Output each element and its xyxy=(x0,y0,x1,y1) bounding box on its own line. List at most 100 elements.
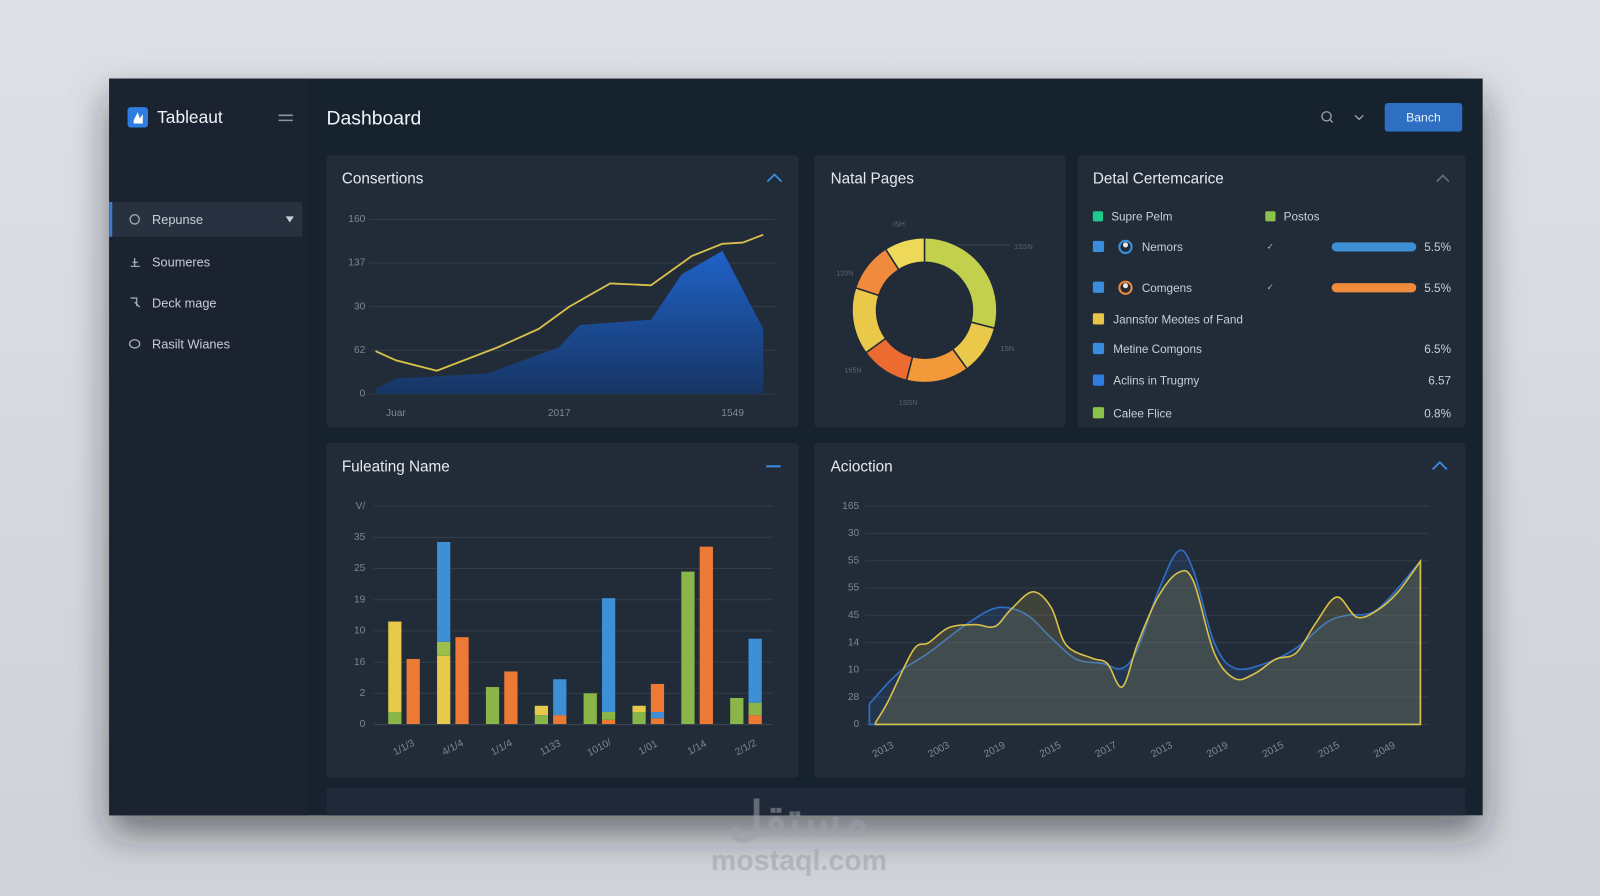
panel-title: Acioction xyxy=(831,458,893,475)
y-tick-label: 10 xyxy=(354,626,366,637)
bar-segment xyxy=(681,571,695,725)
y-tick-label: 10 xyxy=(848,665,860,676)
y-tick-label: 14 xyxy=(848,637,860,648)
bar-segment xyxy=(388,712,402,725)
sidebar-caret[interactable] xyxy=(285,216,294,223)
y-tick-label: 55 xyxy=(848,555,860,566)
bar-segment xyxy=(601,712,616,720)
pie-annotation: 1SSN xyxy=(1014,243,1033,251)
sidebar xyxy=(109,78,309,816)
sidebar-icon xyxy=(129,214,140,225)
action-button[interactable] xyxy=(1384,103,1463,132)
pie-annotation: 165N xyxy=(845,366,862,374)
bar-segment xyxy=(388,621,402,713)
legend-swatch xyxy=(1092,211,1104,222)
bar-segment xyxy=(437,655,451,725)
row-check: ✓ xyxy=(1267,241,1275,251)
bar-segment xyxy=(748,702,762,716)
sidebar-icon xyxy=(128,339,141,349)
legend-label: Postos xyxy=(1284,210,1320,223)
x-tick-label: Juar xyxy=(386,408,406,419)
legend-label: Supre Pelm xyxy=(1111,210,1172,223)
sidebar-active-marker xyxy=(109,202,113,237)
y-tick-label: 19 xyxy=(354,594,366,605)
bar-segment xyxy=(437,541,451,642)
row-value: 5.5% xyxy=(1424,241,1451,254)
bar-segment xyxy=(406,658,420,725)
row-label: Jannsfor Meotes of Fand xyxy=(1113,313,1243,326)
collapse-icon[interactable] xyxy=(1436,174,1450,183)
y-tick-label: 55 xyxy=(848,583,860,594)
y-tick-label: 0 xyxy=(360,719,366,730)
pie-annotation: ISH xyxy=(893,220,905,228)
panel xyxy=(326,442,799,778)
bar-segment xyxy=(504,671,518,725)
bar-segment xyxy=(534,715,549,725)
bar-segment xyxy=(553,715,567,725)
y-tick-label: 16 xyxy=(354,657,366,668)
row-label: Aclins in Trugmy xyxy=(1113,375,1199,388)
panel xyxy=(326,787,1466,816)
bar-segment xyxy=(437,641,451,656)
bar-segment xyxy=(601,598,616,713)
row-swatch xyxy=(1092,342,1105,355)
action-button-label: Banch xyxy=(1406,111,1441,125)
search-icon[interactable] xyxy=(1321,111,1332,122)
legend-swatch xyxy=(1265,211,1276,222)
y-tick-label: 30 xyxy=(354,301,366,312)
watermark: مستقل xyxy=(729,793,869,845)
bar-segment xyxy=(485,687,500,725)
row-bar xyxy=(1331,283,1417,293)
bar-segment xyxy=(748,638,762,703)
y-tick-label: V/ xyxy=(356,501,366,512)
y-tick-label: 25 xyxy=(354,563,366,574)
area xyxy=(874,558,1422,726)
row-label: Calee Flice xyxy=(1113,407,1172,420)
row-icon xyxy=(1118,239,1133,255)
bar-segment xyxy=(553,679,567,716)
row-label: Nemors xyxy=(1142,241,1183,254)
panel xyxy=(1077,155,1466,428)
y-tick-label: 137 xyxy=(348,258,365,269)
y-tick-label: 165 xyxy=(842,501,859,512)
y-tick-label: 0 xyxy=(360,389,366,400)
dropdown-chevron[interactable] xyxy=(1354,114,1364,121)
bar-segment xyxy=(650,712,665,719)
sidebar-item[interactable]: Repunse xyxy=(152,212,203,227)
sidebar-item[interactable]: Deck mage xyxy=(152,295,217,310)
panel-title: Detal Certemcarice xyxy=(1093,171,1224,188)
row-swatch xyxy=(1092,407,1105,419)
row-swatch xyxy=(1092,374,1105,386)
y-tick-label: 2 xyxy=(360,688,366,699)
sidebar-item[interactable]: Rasilt Wianes xyxy=(152,336,230,351)
bar-segment xyxy=(748,715,762,725)
menu-toggle[interactable] xyxy=(278,114,293,122)
row-swatch xyxy=(1092,313,1105,325)
y-tick-label: 30 xyxy=(848,528,860,539)
row-value: 6.57 xyxy=(1428,375,1451,388)
page-title: Dashboard xyxy=(327,108,422,130)
sidebar-item[interactable]: Soumeres xyxy=(152,255,210,270)
row-swatch xyxy=(1092,281,1105,293)
collapse-icon[interactable] xyxy=(766,173,783,183)
panel-title: Consertions xyxy=(342,171,424,188)
y-tick-label: 0 xyxy=(854,719,860,730)
row-icon xyxy=(1118,280,1133,295)
sidebar-icon xyxy=(130,297,141,308)
pie-annotation: 1SSN xyxy=(899,399,918,407)
bar-segment xyxy=(699,546,713,725)
bar-segment xyxy=(601,719,616,725)
y-tick-label: 160 xyxy=(348,214,365,225)
row-label: Metine Comgons xyxy=(1113,343,1202,356)
area xyxy=(375,250,764,394)
search-icon-handle xyxy=(1329,118,1334,123)
collapse-icon[interactable] xyxy=(1431,460,1448,471)
donut-segment xyxy=(884,236,926,271)
brand: Tableaut xyxy=(157,107,223,127)
logo-glyph xyxy=(133,112,143,124)
bar-segment xyxy=(650,718,665,725)
row-icon-dot xyxy=(1122,283,1129,289)
